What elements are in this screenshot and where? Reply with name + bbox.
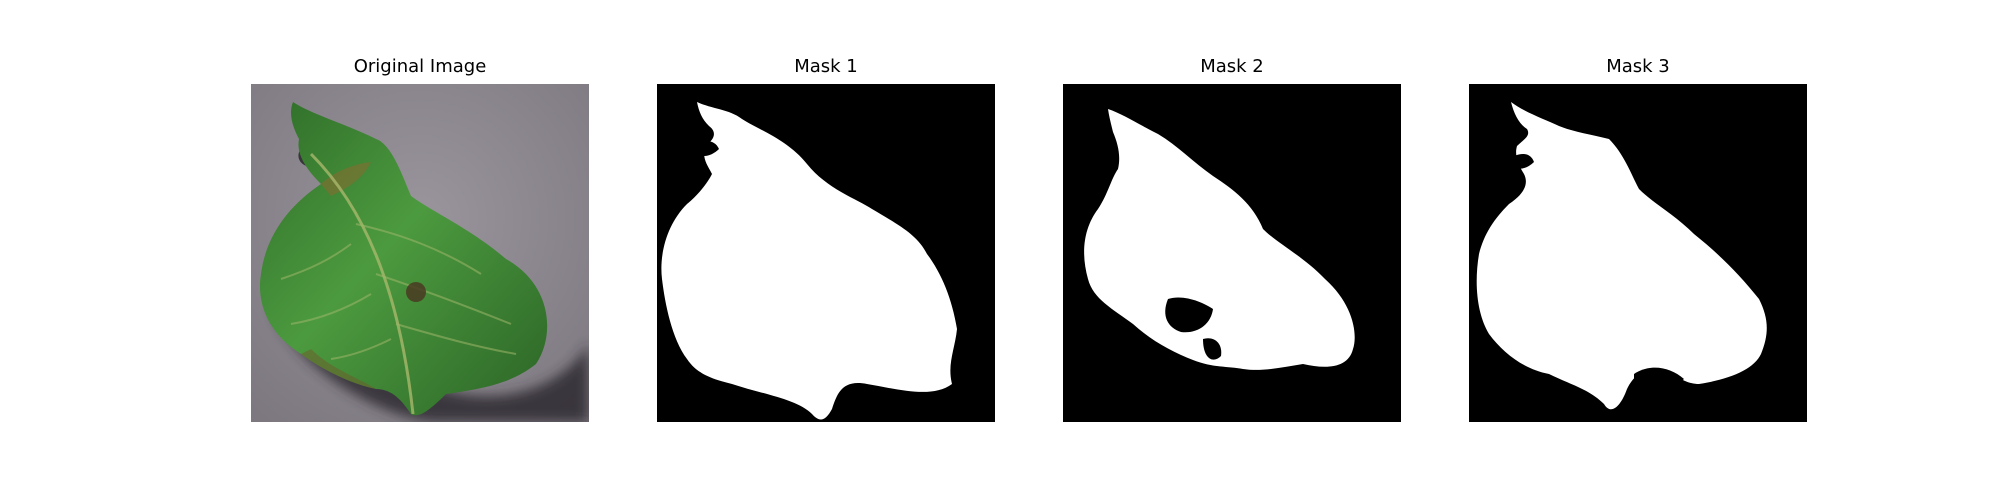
mask-2-image: [1063, 84, 1401, 422]
panel-title: Mask 3: [1606, 56, 1670, 77]
leaf-photo: [251, 84, 589, 422]
mask-1-image: [657, 84, 995, 422]
mask-3-image: [1469, 84, 1807, 422]
panel-title: Mask 2: [1200, 56, 1264, 77]
panel-title: Original Image: [353, 56, 487, 77]
panel-title: Mask 1: [794, 56, 858, 77]
